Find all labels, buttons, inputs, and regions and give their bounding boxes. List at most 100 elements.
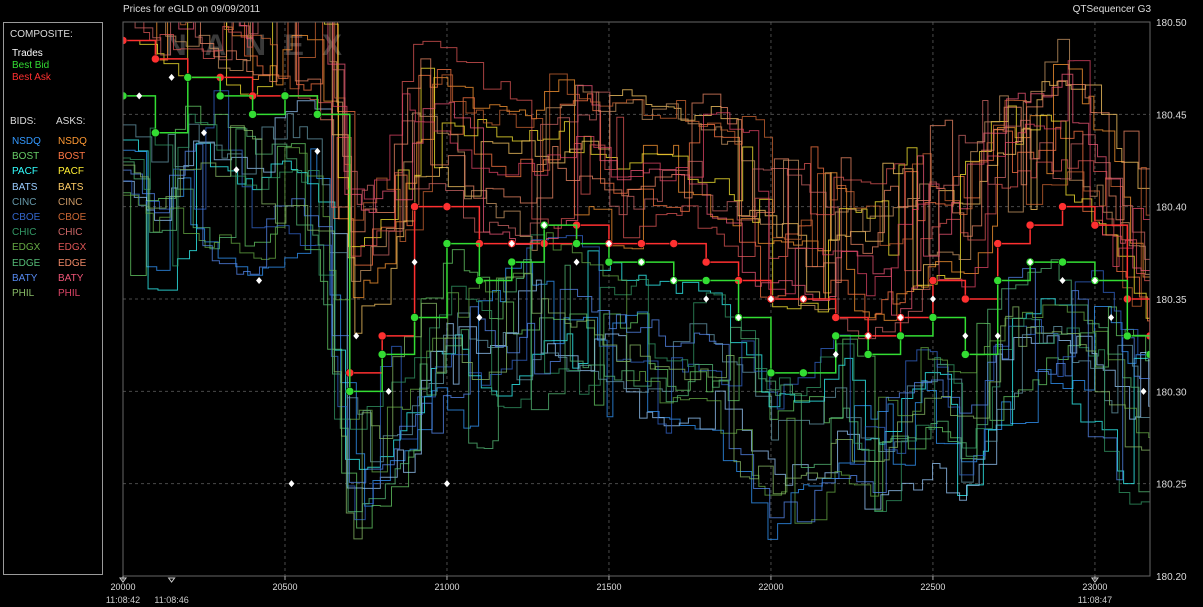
bid-point (766, 368, 776, 378)
x-tick-label: 20500 (272, 582, 297, 592)
y-tick-label: 180.50 (1156, 18, 1187, 29)
bid-point (928, 313, 938, 322)
y-axis: 180.20 180.25 180.30 180.35 180.40 180.45 180.… (1156, 18, 1187, 583)
legend-panel: COMPOSITE: Trades Best Bid Best Ask BIDS: … (3, 22, 103, 575)
y-tick-label: 180.35 (1156, 295, 1187, 306)
composite-heading: COMPOSITE: (10, 29, 73, 40)
trade-point (168, 73, 175, 81)
trade-point (1027, 258, 1034, 266)
plot-border (122, 21, 1151, 577)
legend-bid-cinc: CINC (12, 196, 37, 208)
x-tick-label: 23000 (1082, 582, 1107, 592)
quote-line-ask-nsdq (129, 22, 1150, 321)
trade-point (256, 277, 263, 285)
legend-ask-chic: CHIC (58, 227, 83, 239)
bids-heading: BIDS: (10, 116, 37, 127)
trade-point (1108, 313, 1115, 321)
bid-point (410, 313, 419, 322)
bid-point (961, 350, 970, 359)
ask-point (1090, 220, 1100, 230)
trade-point (1140, 387, 1147, 395)
quote-line-ask-chic (134, 22, 1150, 340)
x-tick-label: 21000 (434, 582, 459, 592)
bid-point (377, 350, 387, 359)
bid-point (151, 128, 160, 138)
trade-point (314, 147, 321, 155)
trade-point (443, 480, 450, 488)
ask-point (961, 294, 970, 304)
trade-point (508, 240, 515, 248)
ask-point (1058, 202, 1067, 211)
y-tick-label: 180.40 (1156, 203, 1187, 214)
y-tick-label: 180.30 (1156, 387, 1187, 398)
bid-point (863, 350, 873, 359)
x-tick-label: 22000 (758, 582, 783, 592)
legend-composite-trades: Trades (12, 48, 43, 59)
bid-point (442, 239, 452, 248)
trade-point (962, 332, 969, 340)
ask-point (410, 202, 419, 211)
bid-point (1058, 257, 1067, 267)
time-marker-icon (167, 577, 176, 583)
ask-point (151, 54, 160, 64)
quote-line-bid-chic (123, 113, 1150, 513)
quote-line-ask-bats (138, 22, 1150, 334)
trade-point (573, 258, 580, 266)
ask-point (123, 36, 128, 45)
trade-point (1091, 277, 1098, 285)
legend-bid-phil: PHIL (12, 288, 35, 299)
trade-point (1059, 277, 1066, 285)
ask-point (831, 313, 840, 322)
legend-bid-edge: EDGE (12, 257, 41, 269)
trade-point (767, 295, 774, 303)
bid-point (896, 331, 905, 341)
y-tick-label: 180.45 (1156, 110, 1187, 121)
y-tick-label: 180.20 (1156, 572, 1187, 583)
legend-composite-best-ask: Best Ask (12, 72, 51, 83)
trade-point (832, 350, 839, 358)
trade-point (233, 166, 240, 174)
ask-point (701, 257, 711, 267)
bid-point (215, 91, 225, 101)
bid-point (831, 331, 840, 341)
bid-point (345, 387, 355, 396)
trade-point (541, 221, 548, 229)
time-marker-icon (119, 577, 127, 583)
x-tick-label: 20000 (110, 582, 135, 592)
trade-point (385, 387, 392, 395)
legend-ask-bost: BOST (58, 151, 86, 163)
bid-point (475, 276, 484, 285)
time-tick-label: 11:08:47 (1078, 595, 1112, 605)
ask-point (1025, 220, 1035, 230)
quote-line-ask-cboe (128, 22, 1150, 307)
trade-point (994, 332, 1001, 340)
legend-ask-edgx: EDGX (58, 242, 87, 254)
legend-ask-phil: PHIL (58, 288, 81, 299)
trade-point (353, 332, 360, 340)
time-marker-icon (1090, 577, 1099, 583)
trade-point (735, 313, 742, 321)
quote-line-bid-bost (123, 105, 1150, 529)
legend-ask-cinc: CINC (58, 196, 83, 208)
legend-bid-pacf: PACF (12, 166, 38, 178)
x-axis: 20000 20500 21000 21500 22000 22500 23000 (110, 576, 1107, 592)
ask-point (637, 239, 646, 248)
trade-point (897, 313, 904, 321)
quote-line-bid-cinc (123, 113, 1150, 483)
trade-point (288, 480, 295, 488)
trade-point (638, 258, 645, 266)
time-tick-label: 11:08:42 (106, 595, 140, 605)
quote-line-bid-edge (123, 128, 1150, 513)
bid-point (604, 257, 614, 267)
legend-ask-cboe: CBOE (58, 212, 87, 223)
quote-line-ask-cinc (133, 22, 1150, 311)
app-name: QTSequencer G3 (1072, 4, 1151, 15)
trade-point (411, 258, 418, 266)
trade-point (136, 92, 143, 100)
bid-point (572, 239, 581, 248)
ask-point (928, 276, 938, 285)
chart-title: Prices for eGLD on 09/09/2011 (123, 4, 261, 15)
ask-point (442, 202, 452, 211)
time-tick-label: 11:08:46 (154, 595, 188, 605)
